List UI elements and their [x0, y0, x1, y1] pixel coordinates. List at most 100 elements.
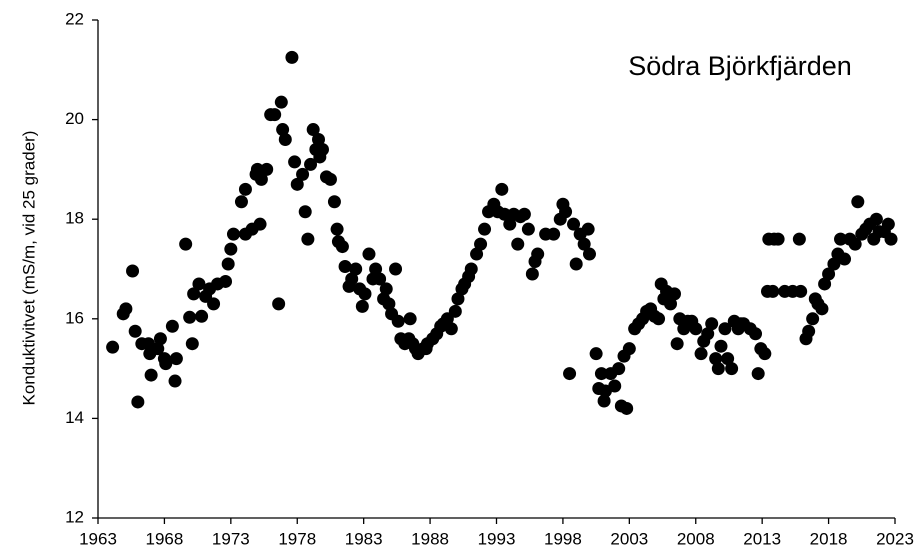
- point: [771, 232, 785, 246]
- point: [106, 340, 120, 354]
- point: [749, 327, 763, 341]
- point: [278, 133, 292, 147]
- y-tick-label: 22: [65, 9, 84, 28]
- point: [349, 262, 363, 276]
- point: [711, 362, 725, 376]
- point: [238, 182, 252, 196]
- x-tick-label: 2023: [876, 529, 914, 548]
- point: [250, 162, 264, 176]
- point: [338, 260, 352, 274]
- point: [725, 362, 739, 376]
- point: [827, 257, 841, 271]
- point: [358, 287, 372, 301]
- point: [563, 367, 577, 381]
- point: [168, 374, 182, 388]
- point: [219, 274, 233, 288]
- y-tick-label: 20: [65, 109, 84, 128]
- point: [312, 133, 326, 147]
- point: [721, 352, 735, 366]
- point: [153, 332, 167, 346]
- point: [448, 304, 462, 318]
- point: [718, 322, 732, 336]
- point: [382, 297, 396, 311]
- point: [224, 242, 238, 256]
- point: [268, 108, 282, 122]
- point: [253, 217, 267, 231]
- point: [714, 339, 728, 353]
- point: [391, 314, 405, 328]
- point: [379, 282, 393, 296]
- point: [362, 247, 376, 261]
- point: [151, 342, 165, 356]
- x-tick-label: 1998: [544, 529, 582, 548]
- point: [822, 267, 836, 281]
- point: [304, 157, 318, 171]
- point: [838, 252, 852, 266]
- point: [288, 155, 302, 169]
- y-tick-label: 12: [65, 507, 84, 526]
- point: [195, 309, 209, 323]
- x-tick-label: 2003: [610, 529, 648, 548]
- y-tick-label: 16: [65, 308, 84, 327]
- point: [751, 367, 765, 381]
- point: [818, 277, 832, 291]
- point: [622, 342, 636, 356]
- point: [373, 272, 387, 286]
- point: [131, 395, 145, 409]
- point: [389, 262, 403, 276]
- x-tick-label: 1983: [345, 529, 383, 548]
- point: [207, 297, 221, 311]
- point: [525, 267, 539, 281]
- point: [766, 284, 780, 298]
- point: [806, 312, 820, 326]
- y-tick-label: 14: [65, 408, 84, 427]
- point: [226, 227, 240, 241]
- point: [569, 257, 583, 271]
- point: [884, 232, 898, 246]
- point: [705, 317, 719, 331]
- point: [497, 207, 511, 221]
- point: [834, 232, 848, 246]
- point: [667, 287, 681, 301]
- point: [444, 322, 458, 336]
- point: [559, 205, 573, 219]
- x-tick-label: 1973: [212, 529, 250, 548]
- point: [794, 284, 808, 298]
- point: [126, 264, 140, 278]
- point: [517, 207, 531, 221]
- point: [451, 292, 465, 306]
- x-tick-label: 2008: [677, 529, 715, 548]
- point: [254, 172, 268, 186]
- point: [881, 217, 895, 231]
- point: [276, 123, 290, 137]
- point: [815, 302, 829, 316]
- point: [260, 162, 274, 176]
- point: [159, 357, 173, 371]
- point: [272, 297, 286, 311]
- point: [187, 287, 201, 301]
- point: [670, 337, 684, 351]
- point: [531, 247, 545, 261]
- point: [474, 237, 488, 251]
- point: [567, 217, 581, 231]
- point: [594, 367, 608, 381]
- point: [709, 352, 723, 366]
- point: [511, 237, 525, 251]
- x-tick-label: 1968: [146, 529, 184, 548]
- x-tick-label: 1978: [278, 529, 316, 548]
- point: [792, 232, 806, 246]
- point: [165, 319, 179, 333]
- point: [403, 312, 417, 326]
- point: [119, 302, 133, 316]
- point: [169, 352, 183, 366]
- point: [185, 337, 199, 351]
- x-tick-label: 1993: [478, 529, 516, 548]
- point: [144, 368, 158, 382]
- point: [802, 324, 816, 338]
- point: [298, 205, 312, 219]
- point: [589, 347, 603, 361]
- point: [315, 142, 329, 156]
- point: [848, 237, 862, 251]
- point: [301, 232, 315, 246]
